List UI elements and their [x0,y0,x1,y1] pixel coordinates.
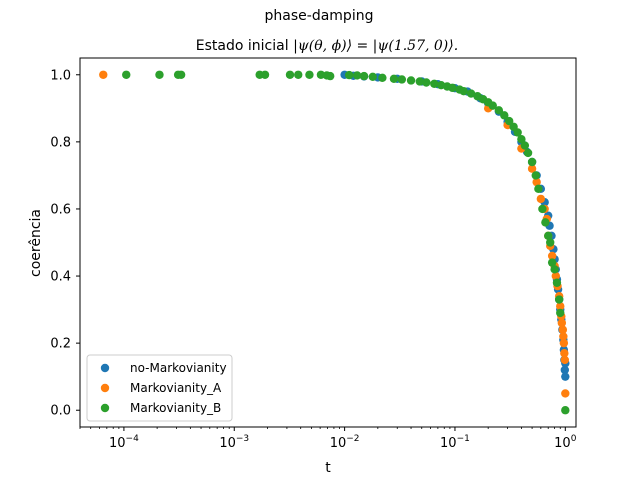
y-tick-label: 0.2 [50,337,71,352]
data-point [558,325,568,334]
data-point [260,70,270,79]
data-point [448,83,457,93]
chart-title-prefix: Estado inicial [196,38,293,54]
y-tick-label: 0.8 [50,135,71,150]
data-point [504,116,514,126]
data-point [559,332,568,341]
data-point [389,74,399,84]
data-point [517,134,526,144]
data-point [99,70,108,79]
x-tick-label: 10−4 [109,434,139,451]
data-point [430,79,439,89]
data-point [538,204,547,214]
data-point [368,72,377,81]
x-axis-label: t [325,460,331,476]
y-tick-label: 0.0 [50,404,71,419]
y-tick-label: 0.6 [50,202,71,217]
legend-marker [100,403,110,413]
data-point [560,355,570,365]
data-point [155,70,164,79]
legend-marker [100,363,110,373]
data-point [552,278,562,287]
data-point [325,71,335,81]
data-point [556,308,565,318]
plot-frame [79,57,577,428]
data-point [459,87,468,96]
data-point [554,295,564,304]
data-point [378,73,387,82]
legend-marker [100,383,110,393]
series-1 [340,70,570,381]
x-tick-label: 100 [554,434,577,451]
data-point [561,389,570,398]
data-point [466,89,476,98]
data-point [551,271,560,281]
y-axis-label: coerência [28,209,44,277]
data-point [547,251,557,261]
data-point [344,70,354,80]
data-point [531,171,540,180]
x-minor-ticks [79,427,561,429]
data-point [550,265,559,274]
data-point [285,70,295,79]
data-point [352,71,362,80]
data-point [561,372,570,381]
data-point [359,71,369,81]
legend-box [86,354,233,422]
legend-label: Markovianity_B [130,401,221,415]
chart-suptitle: phase-damping [265,8,374,24]
data-point [305,70,314,79]
plot-area: 10−4 10−3 10−2 10−1 100 0.0 0.2 0.4 0.6 0.8 1.0 [50,57,577,451]
data-point [541,218,550,227]
data-point [406,76,416,85]
data-point [415,77,424,86]
data-point [544,231,553,240]
data-point [513,128,522,137]
data-point [534,184,543,194]
legend: no-Markovianity Markovianity_A Markovianit… [86,354,233,422]
data-point [122,70,131,79]
data-point [488,101,497,110]
series-3 [122,70,570,415]
data-point [422,78,431,87]
chart-title-math: |ψ(θ, ϕ)⟩ = |ψ(1.57, 0)⟩. [293,38,458,54]
data-point [557,318,567,328]
y-tick-label: 1.0 [50,68,71,83]
data-point [520,141,530,150]
data-point [556,302,565,311]
data-point [546,238,555,247]
data-point [547,258,557,267]
x-tick-label: 10−1 [440,434,470,451]
data-point [561,406,570,415]
data-point [560,349,569,358]
x-tick-label: 10−2 [330,434,360,451]
data-point [523,148,533,158]
data-point [527,157,537,167]
data-point [536,194,546,204]
data-point [397,75,407,84]
y-tick-label: 0.4 [50,270,71,285]
data-point [294,70,303,79]
legend-label: Markovianity_A [130,381,222,395]
data-point [527,164,537,173]
data-point [494,106,504,115]
data-point [559,338,569,348]
data-point [500,111,509,120]
data-point [532,177,541,187]
x-tick-label: 10−3 [219,434,249,451]
legend-label: no-Markovianity [130,361,227,375]
data-point [560,365,570,375]
chart-title: Estado inicial |ψ(θ, ϕ)⟩ = |ψ(1.57, 0)⟩. [196,38,458,54]
series-2 [99,70,570,398]
data-point [176,70,186,79]
